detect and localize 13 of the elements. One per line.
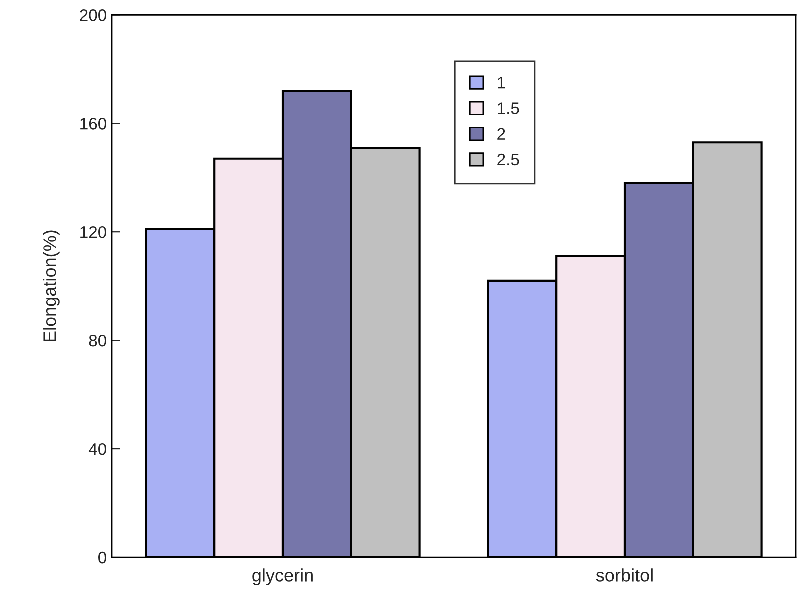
y-tick-label: 120: [80, 226, 106, 238]
x-tick-label: sorbitol: [596, 568, 653, 582]
x-tick-label: glycerin: [252, 568, 313, 586]
y-tick-label: 40: [88, 443, 106, 456]
legend-label: 1.5: [498, 102, 520, 114]
y-tick-label: 160: [80, 118, 106, 130]
y-tick-label: 200: [80, 10, 106, 22]
y-axis-title: Elongation(%): [43, 230, 60, 342]
legend-label: 2.5: [498, 154, 520, 166]
legend-label: 1: [498, 77, 506, 89]
y-tick-label: 80: [89, 334, 106, 347]
legend-label: 2: [498, 128, 506, 140]
y-tick-label: 0: [98, 552, 106, 564]
